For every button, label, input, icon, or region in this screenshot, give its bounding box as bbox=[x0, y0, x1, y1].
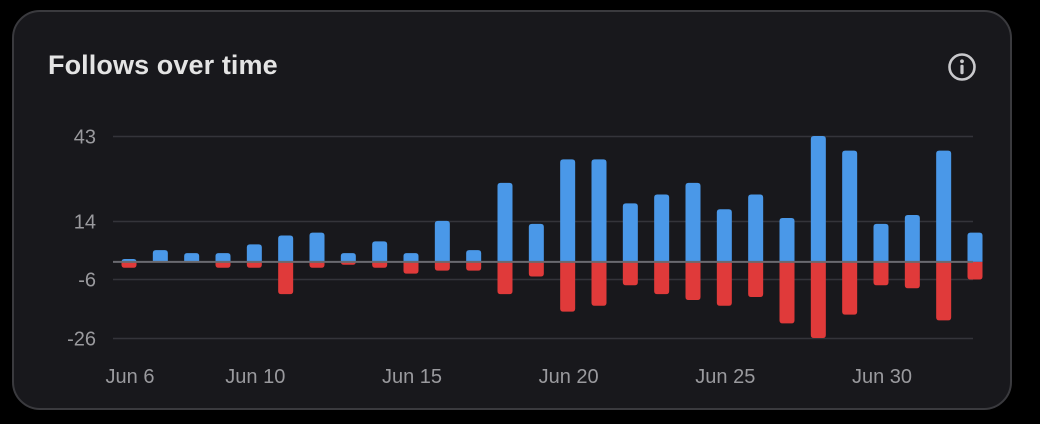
follows-bar bbox=[215, 253, 231, 262]
follows-bar bbox=[967, 232, 983, 262]
unfollows-bar bbox=[215, 261, 231, 268]
follows-bar bbox=[466, 250, 482, 262]
follows-bar bbox=[528, 223, 544, 262]
follows-bar bbox=[936, 150, 952, 262]
unfollows-bar bbox=[434, 261, 450, 271]
unfollows-bar bbox=[466, 261, 482, 271]
follows-bar bbox=[842, 150, 858, 262]
follows-bar bbox=[810, 136, 826, 262]
x-tick-label: Jun 6 bbox=[106, 366, 155, 388]
x-tick-label: Jun 10 bbox=[225, 366, 285, 388]
follows-bar bbox=[873, 223, 889, 262]
unfollows-bar bbox=[842, 261, 858, 315]
follows-bar bbox=[434, 220, 450, 262]
x-tick-label: Jun 20 bbox=[539, 366, 599, 388]
x-tick-label: Jun 25 bbox=[695, 366, 755, 388]
follows-bar bbox=[716, 209, 732, 262]
follows-bar bbox=[152, 250, 168, 262]
y-tick-label: -26 bbox=[67, 329, 96, 351]
follows-bar bbox=[340, 253, 356, 262]
unfollows-bar bbox=[372, 261, 388, 268]
unfollows-bar bbox=[779, 261, 795, 324]
follows-bar bbox=[278, 235, 294, 262]
unfollows-bar bbox=[685, 261, 701, 300]
chart-title: Follows over time bbox=[48, 50, 278, 80]
y-tick-label: 43 bbox=[74, 127, 96, 149]
unfollows-bar bbox=[654, 261, 670, 295]
follows-bar bbox=[748, 194, 764, 262]
unfollows-bar bbox=[278, 261, 294, 295]
unfollows-bar bbox=[309, 261, 325, 268]
unfollows-bar bbox=[403, 261, 419, 274]
follows-bar bbox=[246, 244, 262, 262]
unfollows-bar bbox=[528, 261, 544, 277]
unfollows-bar bbox=[246, 261, 262, 268]
follows-bar bbox=[591, 159, 607, 262]
follows-bar bbox=[497, 182, 513, 262]
follows-bar bbox=[904, 215, 920, 262]
follows-bar bbox=[560, 159, 576, 262]
y-tick-label: 14 bbox=[74, 212, 96, 234]
unfollows-bar bbox=[622, 261, 638, 286]
x-tick-label: Jun 15 bbox=[382, 366, 442, 388]
unfollows-bar bbox=[716, 261, 732, 306]
follows-bar bbox=[779, 217, 795, 262]
unfollows-bar bbox=[560, 261, 576, 312]
y-tick-label: -6 bbox=[78, 270, 96, 292]
unfollows-bar bbox=[497, 261, 513, 295]
follows-bar bbox=[622, 203, 638, 262]
follows-bar bbox=[403, 253, 419, 262]
x-tick-label: Jun 30 bbox=[852, 366, 912, 388]
follows-bar bbox=[309, 232, 325, 262]
unfollows-bar bbox=[873, 261, 889, 286]
unfollows-bar bbox=[904, 261, 920, 289]
unfollows-bar bbox=[591, 261, 607, 306]
unfollows-bar bbox=[967, 261, 983, 280]
unfollows-bar bbox=[748, 261, 764, 298]
unfollows-bar bbox=[810, 261, 826, 338]
info-icon[interactable] bbox=[947, 52, 977, 82]
unfollows-bar bbox=[121, 261, 137, 268]
unfollows-bar bbox=[936, 261, 952, 321]
follows-bar bbox=[654, 194, 670, 262]
follows-bar bbox=[372, 241, 388, 262]
follows-bar bbox=[685, 182, 701, 262]
follows-bar bbox=[184, 253, 200, 262]
